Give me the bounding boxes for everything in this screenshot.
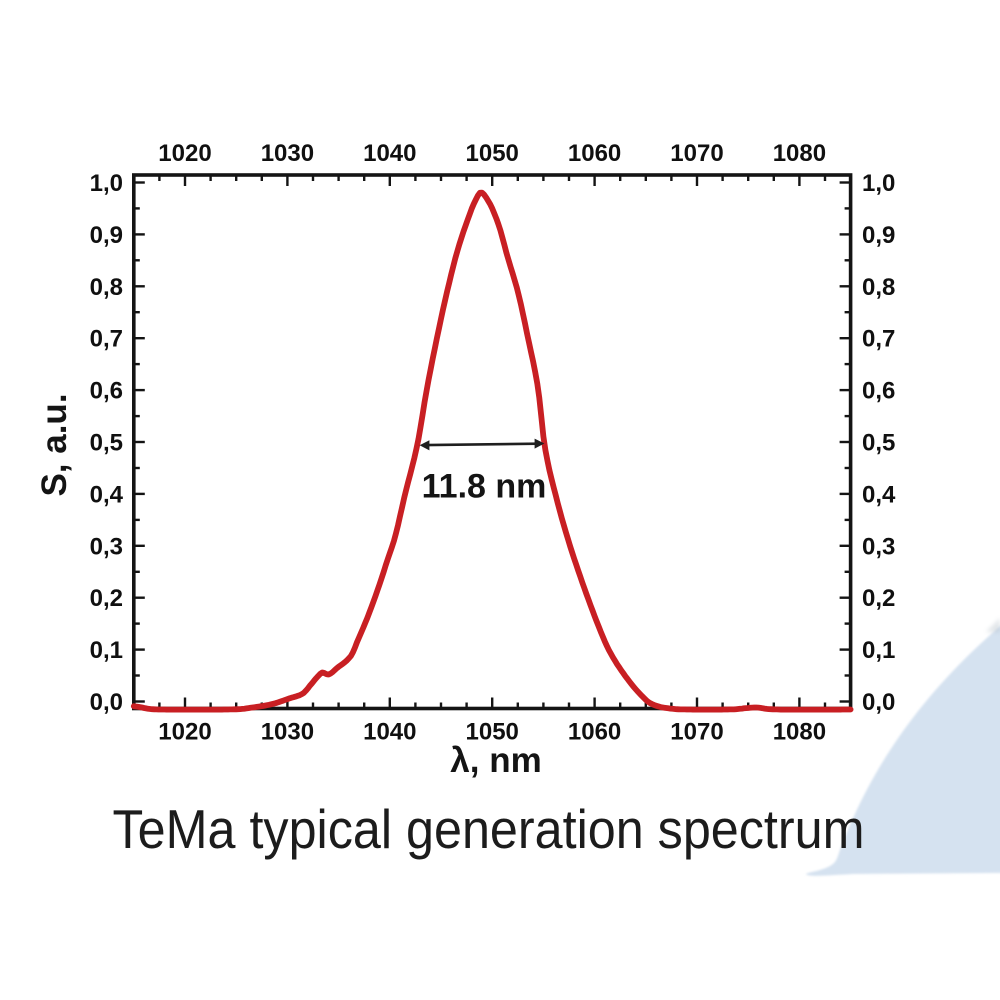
svg-text:0,9: 0,9 [862,222,895,249]
svg-text:0,1: 0,1 [90,637,123,664]
svg-text:0,5: 0,5 [862,430,895,457]
svg-text:0,7: 0,7 [862,326,895,353]
svg-text:1030: 1030 [261,140,314,167]
svg-text:1070: 1070 [670,140,723,167]
svg-text:0,7: 0,7 [90,326,123,353]
svg-text:0,2: 0,2 [862,585,895,612]
svg-text:0,9: 0,9 [90,222,123,249]
svg-text:1070: 1070 [670,719,723,746]
svg-text:0,8: 0,8 [90,274,123,301]
svg-text:0,2: 0,2 [90,585,123,612]
svg-text:1050: 1050 [466,719,519,746]
svg-text:1,0: 1,0 [862,170,895,197]
svg-text:0,0: 0,0 [862,689,895,716]
svg-text:1020: 1020 [158,140,211,167]
svg-text:0,6: 0,6 [90,378,123,405]
svg-text:1060: 1060 [568,719,621,746]
svg-text:11.8 nm: 11.8 nm [422,468,547,506]
svg-text:0,0: 0,0 [90,689,123,716]
svg-text:0,3: 0,3 [862,533,895,560]
svg-text:1080: 1080 [773,719,826,746]
svg-text:λ, nm: λ, nm [450,741,541,780]
svg-text:1040: 1040 [363,140,416,167]
svg-text:0,4: 0,4 [90,481,124,508]
svg-text:0,5: 0,5 [90,430,123,457]
svg-text:0,1: 0,1 [862,637,895,664]
svg-text:0,6: 0,6 [862,378,895,405]
svg-text:0,8: 0,8 [862,274,895,301]
svg-text:1050: 1050 [466,140,519,167]
svg-text:1060: 1060 [568,140,621,167]
svg-text:0,3: 0,3 [90,533,123,560]
svg-text:1030: 1030 [261,719,314,746]
svg-text:S, a.u.: S, a.u. [35,393,74,496]
svg-text:1080: 1080 [773,140,826,167]
svg-text:1040: 1040 [363,719,416,746]
svg-text:1020: 1020 [158,719,211,746]
svg-text:0,4: 0,4 [862,481,896,508]
svg-text:1,0: 1,0 [90,170,123,197]
svg-text:TeMa typical generation spectr: TeMa typical generation spectrum [113,798,865,860]
